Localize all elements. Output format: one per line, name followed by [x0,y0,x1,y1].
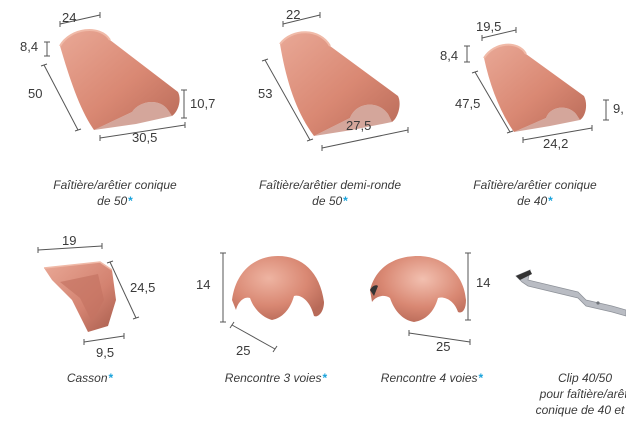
caption-clip-40-50: Clip 40/50 pour faîtière/arêti conique d… [535,371,626,417]
dim-top: 24 [62,10,77,25]
faitiere-tile-shape [60,29,180,130]
dim-bottom: 24,2 [543,136,569,151]
dim-diameter: 25 [236,343,251,358]
dim-left-small: 8,4 [440,48,459,63]
clip-metal-shape [515,269,626,317]
dim-height: 9, [613,101,624,116]
caption-rencontre-4-voies: Rencontre 4 voies* [380,371,484,385]
dim-length: 53 [258,86,273,101]
dim-bottom: 9,5 [96,345,115,360]
dim-bottom: 27,5 [346,118,372,133]
faitiere-tile-shape [484,44,587,132]
caption-rencontre-3-voies: Rencontre 3 voies* [224,371,328,385]
dim-diameter: 25 [436,339,451,354]
dim-height: 14 [476,275,491,290]
dim-top: 22 [286,7,301,22]
dim-length: 47,5 [455,96,481,111]
dim-right: 24,5 [130,280,156,295]
caption-casson: Casson* [66,371,114,385]
dome-shape [232,256,324,320]
dome-shape [370,256,466,322]
caption-faitiere-conique-40: Faîtière/arêtier conique de 40* [473,178,597,208]
dim-height: 14 [196,277,211,292]
caption-faitiere-demi-ronde-50: Faîtière/arêtier demi-ronde de 50* [258,178,402,208]
dim-top: 19 [62,233,77,248]
dim-length: 50 [28,86,43,101]
dim-top: 19,5 [476,19,502,34]
caption-faitiere-conique-50: Faîtière/arêtier conique de 50* [53,178,177,208]
dim-height: 10,7 [190,96,216,111]
dim-bottom: 30,5 [132,130,158,145]
faitiere-demi-ronde-shape [280,32,400,136]
dim-left-small: 8,4 [20,39,39,54]
